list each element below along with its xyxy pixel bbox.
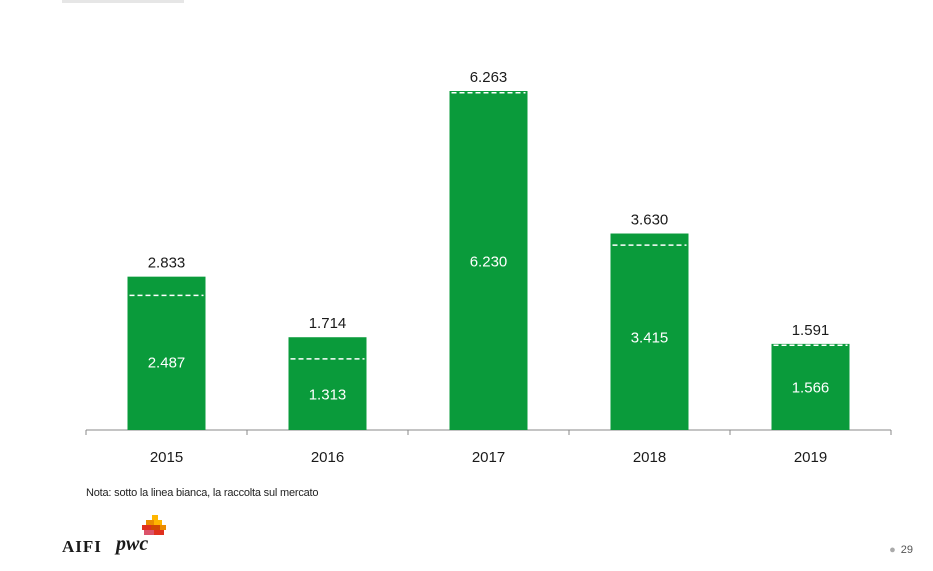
inner-label-2018: 3.415	[631, 330, 669, 347]
page-dot-icon: ●	[889, 544, 896, 556]
total-label-2018: 3.630	[631, 212, 669, 229]
inner-label-2017: 6.230	[470, 253, 508, 270]
page-number-value: 29	[900, 544, 913, 556]
x-tick-label-2015: 2015	[150, 449, 183, 466]
bar-2016	[288, 337, 367, 430]
x-tick-label-2018: 2018	[633, 449, 666, 466]
footer-logos: AIFI pwc	[62, 515, 172, 556]
inner-label-2019: 1.566	[792, 380, 830, 397]
bar-2015	[127, 276, 206, 430]
bar-chart: 2.833 2.487 2015 1.714 1.313 2016 6.263 6.230 20…	[85, 69, 892, 466]
aifi-logo: AIFI	[62, 537, 102, 556]
x-tick-label-2016: 2016	[311, 449, 344, 466]
pwc-logo-mark-icon	[142, 515, 166, 535]
x-tick-label-2017: 2017	[472, 449, 505, 466]
bar-2017	[449, 91, 528, 430]
inner-label-2015: 2.487	[148, 355, 186, 372]
bar-2019	[771, 343, 850, 430]
pwc-logo: pwc	[116, 533, 149, 555]
bar-2018	[610, 233, 689, 430]
total-label-2019: 1.591	[792, 322, 830, 339]
inner-label-2016: 1.313	[309, 386, 347, 403]
top-accent-bar	[62, 0, 184, 3]
chart-note: Nota: sotto la linea bianca, la raccolta…	[86, 487, 319, 499]
page-number: ● 29	[889, 544, 913, 556]
total-label-2016: 1.714	[309, 315, 347, 332]
total-label-2017: 6.263	[470, 69, 508, 86]
x-tick-label-2019: 2019	[794, 449, 827, 466]
total-label-2015: 2.833	[148, 255, 186, 272]
